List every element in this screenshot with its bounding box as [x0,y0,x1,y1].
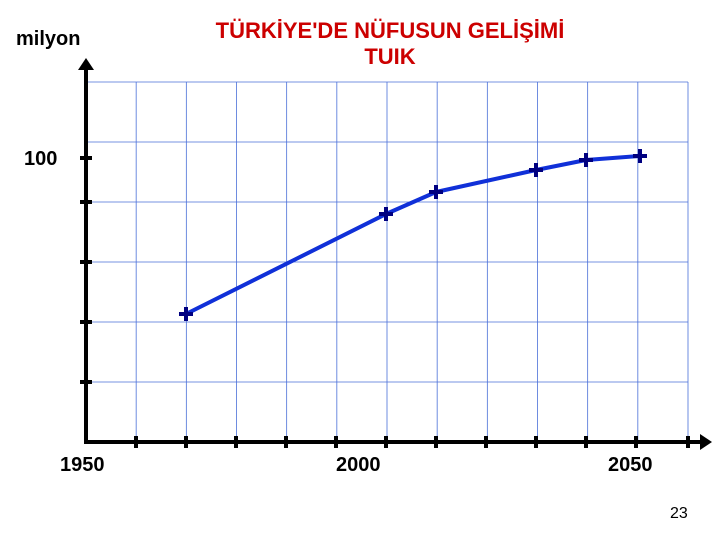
population-line-chart [0,0,720,540]
